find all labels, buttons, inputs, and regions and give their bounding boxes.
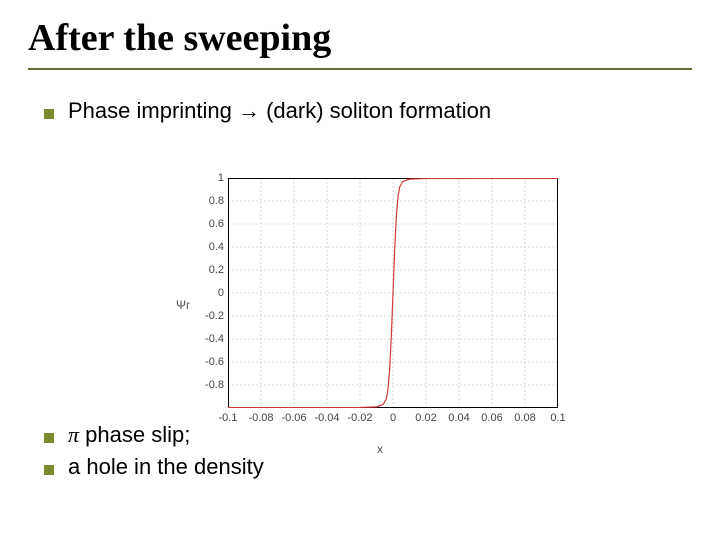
- bullet-2-rest: phase slip;: [79, 422, 190, 447]
- y-tick-label: 0.8: [184, 195, 224, 207]
- bullet-1-dark: dark: [273, 98, 316, 123]
- y-tick-label: -0.6: [184, 356, 224, 368]
- x-tick-label: -0.04: [314, 412, 339, 424]
- bullet-2-pi: π: [68, 422, 79, 447]
- x-tick-label: 0.02: [415, 412, 436, 424]
- plot-svg: [228, 178, 558, 408]
- square-bullet-icon: [44, 109, 54, 119]
- y-tick-label: 0.2: [184, 264, 224, 276]
- x-tick-label: -0.06: [281, 412, 306, 424]
- bullet-3-text: a hole in the density: [68, 454, 264, 480]
- bullet-1-prefix: Phase imprinting → (: [68, 98, 273, 123]
- x-axis-label: x: [377, 442, 383, 456]
- slide-title: After the sweeping: [28, 16, 692, 68]
- y-tick-label: 1: [184, 172, 224, 184]
- y-tick-label: 0.6: [184, 218, 224, 230]
- bullet-1-suffix: ) soliton formation: [316, 98, 491, 123]
- bullet-2: π phase slip;: [44, 422, 264, 448]
- y-tick-label: -0.8: [184, 379, 224, 391]
- y-tick-label: 0: [184, 287, 224, 299]
- bullet-3: a hole in the density: [44, 454, 264, 480]
- x-tick-label: 0.08: [514, 412, 535, 424]
- bullet-1-text: Phase imprinting → (dark) soliton format…: [68, 98, 491, 124]
- bullet-2-text: π phase slip;: [68, 422, 190, 448]
- bullet-1: Phase imprinting → (dark) soliton format…: [44, 98, 692, 124]
- x-tick-label: 0.04: [448, 412, 469, 424]
- lower-bullets: π phase slip; a hole in the density: [28, 422, 264, 486]
- plot-area: 10.80.60.40.20-0.2-0.4-0.6-0.8-0.1-0.08-…: [228, 178, 558, 408]
- x-tick-label: 0: [390, 412, 396, 424]
- title-rule: [28, 68, 692, 70]
- soliton-chart: Ψr 10.80.60.40.20-0.2-0.4-0.6-0.8-0.1-0.…: [190, 170, 570, 440]
- y-tick-label: 0.4: [184, 241, 224, 253]
- square-bullet-icon: [44, 465, 54, 475]
- x-tick-label: 0.06: [481, 412, 502, 424]
- x-tick-label: 0.1: [550, 412, 565, 424]
- x-tick-label: -0.02: [347, 412, 372, 424]
- square-bullet-icon: [44, 433, 54, 443]
- y-tick-label: -0.2: [184, 310, 224, 322]
- y-tick-label: -0.4: [184, 333, 224, 345]
- slide: After the sweeping Phase imprinting → (d…: [0, 0, 720, 540]
